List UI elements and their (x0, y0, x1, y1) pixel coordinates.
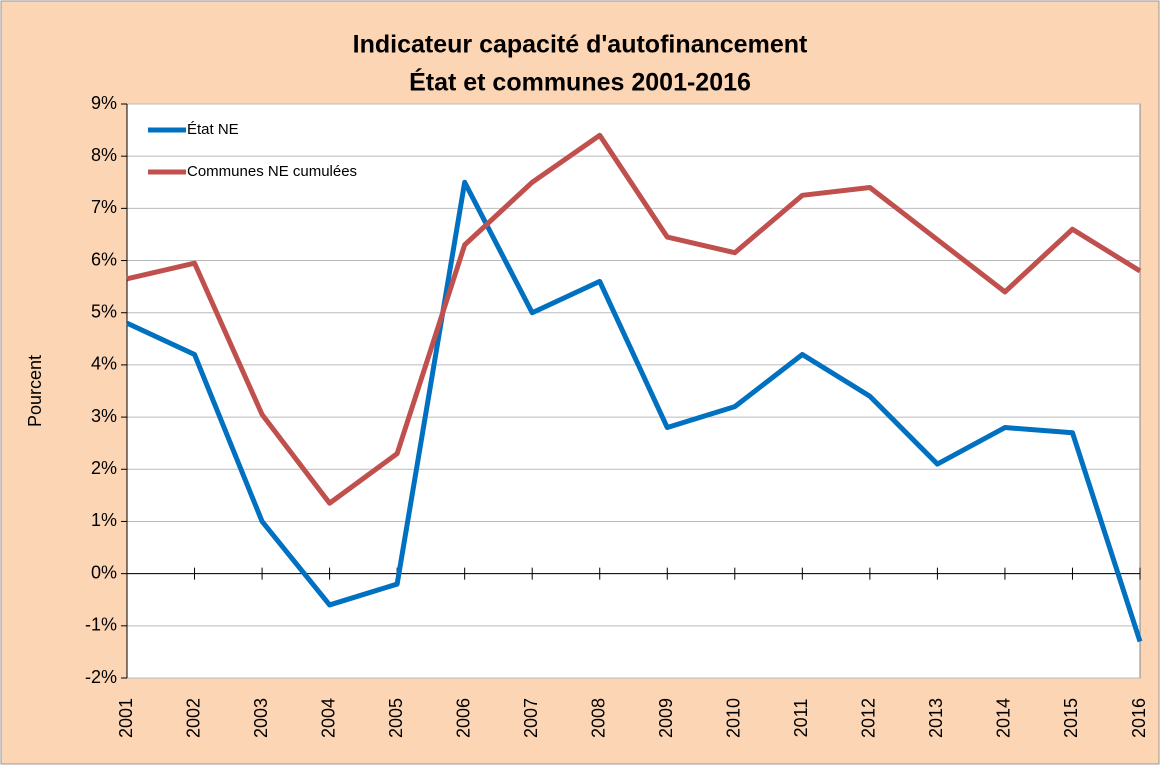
chart-title: Indicateur capacité d'autofinancement (353, 31, 808, 59)
y-tick-label: 4% (91, 354, 117, 374)
x-tick-label: 2001 (116, 698, 136, 738)
x-tick-label: 2002 (183, 698, 203, 738)
y-tick-label: 9% (91, 93, 117, 113)
y-tick-label: -2% (85, 667, 117, 687)
x-tick-label: 2004 (318, 698, 338, 738)
line-series (126, 132, 1142, 506)
y-tick-label: 8% (91, 145, 117, 165)
x-tick-label: 2009 (656, 698, 676, 738)
y-tick-label: 3% (91, 406, 117, 426)
x-tick-label: 2006 (453, 698, 473, 738)
x-tick-label: 2008 (588, 698, 608, 738)
y-tick-label: 7% (91, 197, 117, 217)
plot-area (126, 103, 1141, 679)
y-tick-label: 5% (91, 301, 117, 321)
legend-label: Communes NE cumulées (187, 163, 357, 180)
x-tick-label: 2012 (859, 698, 879, 738)
y-axis-label: Pourcent (25, 355, 45, 427)
x-tick-label: 2011 (791, 699, 811, 738)
x-tick-label: 2013 (926, 698, 946, 738)
x-tick-label: 2003 (251, 698, 271, 738)
x-tick-label: 2014 (994, 698, 1014, 738)
legend-label: État NE (187, 121, 239, 138)
chart-subtitle: État et communes 2001-2016 (409, 68, 751, 97)
x-tick-label: 2007 (521, 698, 541, 738)
y-tick-label: 1% (91, 510, 117, 530)
y-tick-label: 6% (91, 249, 117, 269)
y-tick-label: 2% (91, 458, 117, 478)
x-tick-label: 2005 (386, 698, 406, 738)
x-tick-label: 2010 (724, 698, 744, 738)
x-tick-label: 2016 (1129, 698, 1149, 738)
x-tick-label: 2015 (1061, 698, 1081, 738)
y-tick-label: 0% (91, 562, 117, 582)
line-series (125, 179, 1143, 643)
y-tick-label: -1% (85, 615, 117, 635)
